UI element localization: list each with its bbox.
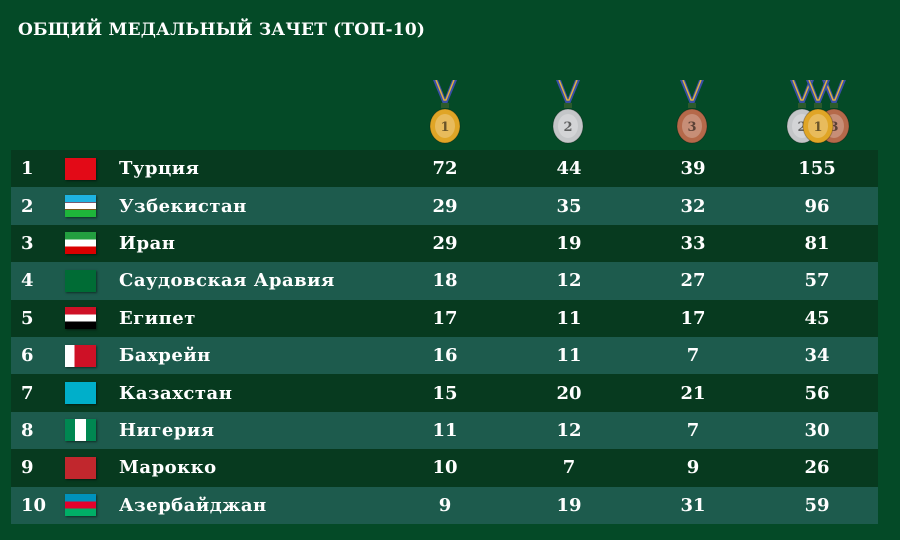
country-name: Бахрейн xyxy=(119,345,211,367)
country-name: Азербайджан xyxy=(119,494,267,516)
gold-count: 15 xyxy=(432,382,458,404)
medal-header: 1 2 3 2 3 1 xyxy=(0,79,900,146)
silver-count: 19 xyxy=(556,232,582,254)
country-name: Узбекистан xyxy=(119,195,247,217)
rank: 5 xyxy=(21,307,34,329)
svg-text:2: 2 xyxy=(797,120,806,135)
bronze-count: 7 xyxy=(686,345,700,367)
bronze-count: 39 xyxy=(680,158,706,180)
gold-count: 16 xyxy=(432,345,458,367)
table-row: 5 Египет 17 11 17 45 xyxy=(11,299,878,337)
silver-count: 7 xyxy=(562,457,576,479)
gold-medal-icon: 1 xyxy=(429,79,461,144)
bronze-count: 7 xyxy=(686,419,700,441)
total-count: 96 xyxy=(804,195,830,217)
svg-text:1: 1 xyxy=(440,120,449,135)
total-count: 56 xyxy=(804,382,830,404)
table-row: 3 Иран 29 19 33 81 xyxy=(11,224,878,263)
gold-count: 29 xyxy=(432,232,458,254)
flag-morocco-icon xyxy=(65,456,96,479)
bronze-medal-icon: 3 xyxy=(676,79,708,144)
country-name: Иран xyxy=(119,232,176,254)
silver-count: 11 xyxy=(556,307,582,329)
rank: 4 xyxy=(21,270,34,292)
total-medals-icon: 2 3 1 xyxy=(786,79,850,144)
table-row: 1 Турция 72 44 39 155 xyxy=(11,150,878,188)
gold-count: 11 xyxy=(432,419,458,441)
silver-count: 44 xyxy=(556,158,582,180)
silver-count: 35 xyxy=(556,195,582,217)
total-count: 30 xyxy=(804,419,830,441)
flag-bahrain-icon xyxy=(65,344,96,367)
silver-count: 19 xyxy=(556,494,582,516)
country-name: Саудовская Аравия xyxy=(119,270,335,292)
total-count: 81 xyxy=(804,232,830,254)
total-count: 155 xyxy=(798,158,836,180)
flag-iran-icon xyxy=(65,232,96,255)
country-name: Казахстан xyxy=(119,382,233,404)
flag-turkey-icon xyxy=(65,157,96,180)
bronze-count: 31 xyxy=(680,494,706,516)
bronze-count: 32 xyxy=(680,195,706,217)
flag-egypt-icon xyxy=(65,307,96,330)
table-row: 6 Бахрейн 16 11 7 34 xyxy=(11,336,878,375)
table-row: 8 Нигерия 11 12 7 30 xyxy=(11,411,878,450)
bronze-count: 21 xyxy=(680,382,706,404)
silver-count: 12 xyxy=(556,270,582,292)
rank: 2 xyxy=(21,195,34,217)
rank: 6 xyxy=(21,345,34,367)
total-count: 45 xyxy=(804,307,830,329)
rank: 10 xyxy=(21,494,47,516)
gold-count: 29 xyxy=(432,195,458,217)
rank: 9 xyxy=(21,457,34,479)
country-name: Турция xyxy=(119,158,200,180)
total-count: 57 xyxy=(804,270,830,292)
gold-count: 18 xyxy=(432,270,458,292)
gold-count: 9 xyxy=(438,494,452,516)
flag-nigeria-icon xyxy=(65,419,96,442)
gold-count: 72 xyxy=(432,158,458,180)
svg-text:1: 1 xyxy=(813,120,822,135)
gold-count: 10 xyxy=(432,457,458,479)
table-row: 9 Марокко 10 7 9 26 xyxy=(11,449,878,487)
silver-count: 11 xyxy=(556,345,582,367)
rank: 3 xyxy=(21,232,34,254)
table-row: 4 Саудовская Аравия 18 12 27 57 xyxy=(11,262,878,300)
svg-text:3: 3 xyxy=(687,120,696,135)
page-title: ОБЩИЙ МЕДАЛЬНЫЙ ЗАЧЕТ (ТОП-10) xyxy=(18,20,426,40)
bronze-count: 17 xyxy=(680,307,706,329)
total-count: 26 xyxy=(804,457,830,479)
bronze-count: 27 xyxy=(680,270,706,292)
bronze-count: 33 xyxy=(680,232,706,254)
flag-azerbaijan-icon xyxy=(65,494,96,517)
silver-medal-icon: 2 xyxy=(552,79,584,144)
rank: 7 xyxy=(21,382,34,404)
silver-count: 20 xyxy=(556,382,582,404)
flag-uzbekistan-icon xyxy=(65,195,96,218)
country-name: Марокко xyxy=(119,457,217,479)
bronze-count: 9 xyxy=(686,457,700,479)
total-count: 59 xyxy=(804,494,830,516)
total-count: 34 xyxy=(804,345,830,367)
country-name: Египет xyxy=(119,307,196,329)
table-row: 2 Узбекистан 29 35 32 96 xyxy=(11,187,878,225)
rank: 8 xyxy=(21,419,34,441)
svg-text:2: 2 xyxy=(563,120,572,135)
rank: 1 xyxy=(21,158,34,180)
table-row: 10 Азербайджан 9 19 31 59 xyxy=(11,486,878,524)
flag-kazakhstan-icon xyxy=(65,382,96,405)
silver-count: 12 xyxy=(556,419,582,441)
flag-saudi-arabia-icon xyxy=(65,269,96,292)
svg-text:3: 3 xyxy=(829,120,838,135)
medal-table: 1 Турция 72 44 39 155 2 Узбекистан 29 35 … xyxy=(11,150,878,524)
gold-count: 17 xyxy=(432,307,458,329)
table-row: 7 Казахстан 15 20 21 56 xyxy=(11,374,878,412)
country-name: Нигерия xyxy=(119,419,215,441)
